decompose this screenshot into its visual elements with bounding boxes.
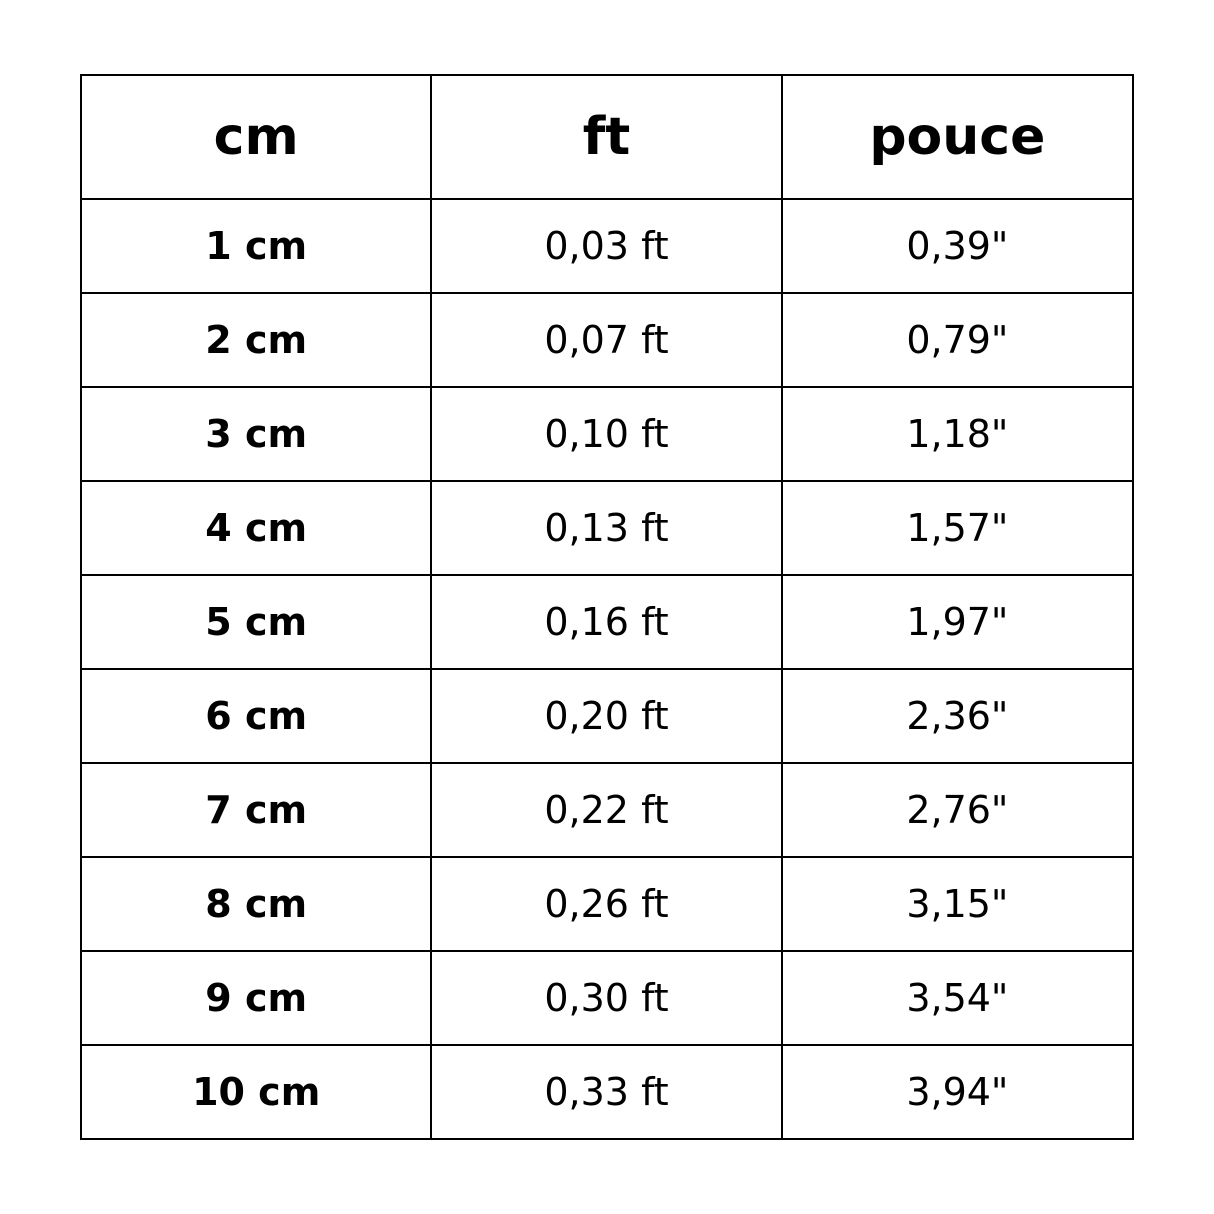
table-cell: 3,94" [780,1044,1135,1140]
table-row: 3 cm 0,10 ft 1,18" [79,386,1135,482]
table-cell: 1 cm [79,198,433,294]
table-cell: 3 cm [79,386,433,482]
table-cell: 3,15" [780,856,1135,952]
table-row: 4 cm 0,13 ft 1,57" [79,480,1135,576]
table-row: 2 cm 0,07 ft 0,79" [79,292,1135,388]
table-cell: 2 cm [79,292,433,388]
header-cell: ft [430,74,783,200]
table-row: 9 cm 0,30 ft 3,54" [79,950,1135,1046]
table-cell: 9 cm [79,950,433,1046]
table-cell: 0,07 ft [430,292,783,388]
table-row: 1 cm 0,03 ft 0,39" [79,198,1135,294]
table-cell: 0,30 ft [430,950,783,1046]
table-cell: 0,33 ft [430,1044,783,1140]
table-cell: 0,20 ft [430,668,783,764]
conversion-table: cm ft pouce 1 cm 0,03 ft 0,39" 2 cm 0,07 ft 0,7… [79,74,1135,1140]
table-cell: 7 cm [79,762,433,858]
table-cell: 5 cm [79,574,433,670]
header-cell: cm [79,74,433,200]
header-cell: pouce [780,74,1135,200]
table-row: 5 cm 0,16 ft 1,97" [79,574,1135,670]
table-cell: 2,76" [780,762,1135,858]
table-cell: 0,22 ft [430,762,783,858]
table-cell: 0,10 ft [430,386,783,482]
table-row: 7 cm 0,22 ft 2,76" [79,762,1135,858]
table-cell: 10 cm [79,1044,433,1140]
table-cell: 0,03 ft [430,198,783,294]
header-row: cm ft pouce [79,74,1135,200]
table-cell: 3,54" [780,950,1135,1046]
table-cell: 1,18" [780,386,1135,482]
table-row: 6 cm 0,20 ft 2,36" [79,668,1135,764]
table-cell: 0,16 ft [430,574,783,670]
table-row: 8 cm 0,26 ft 3,15" [79,856,1135,952]
table-cell: 6 cm [79,668,433,764]
table-cell: 4 cm [79,480,433,576]
table-cell: 0,79" [780,292,1135,388]
table-cell: 0,26 ft [430,856,783,952]
table-row: 10 cm 0,33 ft 3,94" [79,1044,1135,1140]
table-cell: 0,39" [780,198,1135,294]
table-cell: 8 cm [79,856,433,952]
table-cell: 1,57" [780,480,1135,576]
table-body: 1 cm 0,03 ft 0,39" 2 cm 0,07 ft 0,79" 3 cm 0,10… [79,198,1135,1140]
table-cell: 2,36" [780,668,1135,764]
table-cell: 1,97" [780,574,1135,670]
table-cell: 0,13 ft [430,480,783,576]
